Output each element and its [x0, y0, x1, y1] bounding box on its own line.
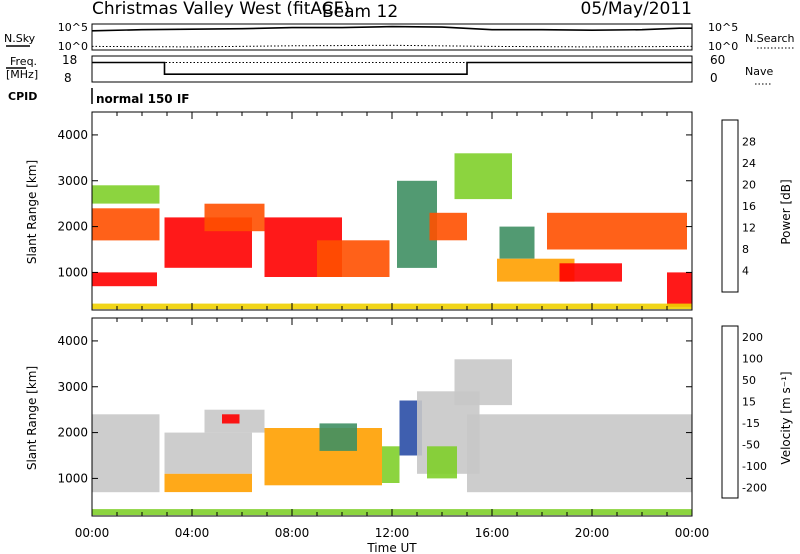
power-region	[497, 258, 575, 282]
velocity-colorbar-tick-label: 200	[742, 331, 763, 344]
velocity-colorbar: 200 100 50 15 -15 -50 -100 -200	[721, 325, 767, 499]
nsearch-line	[91, 44, 693, 48]
power-region	[92, 272, 157, 287]
time-axis-title: Time UT	[366, 541, 417, 554]
velocity-y-tick-label: 1000	[57, 471, 88, 485]
velocity-x-ticks	[91, 318, 693, 516]
power-colorbar-tick-label: 4	[742, 265, 749, 278]
freq-line	[92, 61, 692, 75]
nave-tick-top: 60	[710, 53, 725, 67]
nsearch-tick-top: 10^5	[708, 21, 738, 34]
power-region	[559, 263, 622, 282]
power-y-tick-label: 2000	[57, 220, 88, 234]
velocity-region	[319, 423, 357, 451]
nsky-panel: N.Sky 10^5 10^0 10^5 10^0 N.Search	[4, 21, 795, 53]
velocity-region	[454, 359, 512, 406]
velocity-colorbar-title: Velocity [m s⁻¹]	[779, 371, 793, 464]
power-region	[92, 185, 160, 204]
velocity-y-tick-label: 3000	[57, 380, 88, 394]
freq-label: Freq.	[10, 55, 37, 68]
station-title: Christmas Valley West (fitACF)	[92, 0, 350, 19]
freq-unit-label: [MHz]	[6, 68, 38, 81]
power-colorbar-title: Power [dB]	[779, 179, 793, 244]
power-region	[317, 240, 390, 277]
freq-panel: Freq. [MHz] 18 8 60 0 Nave	[6, 53, 773, 85]
velocity-region	[399, 400, 422, 456]
velocity-y-label: Slant Range [km]	[25, 366, 39, 470]
beam-label: Beam 12	[322, 2, 398, 22]
power-colorbar-tick-label: 20	[742, 179, 756, 192]
velocity-region	[164, 432, 252, 474]
time-tick-label: 00:00	[675, 526, 710, 540]
nsky-tick-bottom: 10^0	[58, 40, 88, 53]
power-region	[429, 212, 467, 241]
velocity-colorbar-tick-label: -100	[742, 460, 767, 473]
time-tick-label: 04:00	[175, 526, 210, 540]
velocity-y-tick-label: 4000	[57, 334, 88, 348]
power-colorbar-tick-label: 16	[742, 200, 756, 213]
velocity-panel: 1000 2000 3000 4000 Slant Range [km] 200 100…	[25, 317, 793, 517]
velocity-colorbar-frame	[721, 325, 739, 499]
cpid-panel: CPID normal 150 IF	[8, 88, 190, 106]
time-tick-label: 16:00	[475, 526, 510, 540]
date-label: 05/May/2011	[581, 0, 693, 19]
power-panel: 1000 2000 3000 4000 Slant Range [km] 4 8 12 16…	[25, 111, 793, 311]
time-axis-labels: 00:00 04:00 08:00 12:00 16:00 20:00 00:00	[75, 526, 710, 540]
cpid-text: normal 150 IF	[96, 92, 190, 106]
power-y-tick-label: 3000	[57, 174, 88, 188]
velocity-region	[427, 446, 457, 479]
time-tick-label: 00:00	[75, 526, 110, 540]
freq-tick-top: 18	[62, 53, 77, 67]
power-colorbar-tick-label: 12	[742, 222, 756, 235]
velocity-region	[92, 414, 160, 493]
cpid-label: CPID	[8, 90, 37, 103]
velocity-region	[382, 446, 400, 483]
velocity-colorbar-tick-label: -15	[742, 417, 760, 430]
time-tick-label: 20:00	[575, 526, 610, 540]
power-x-ticks	[91, 112, 693, 310]
power-y-label: Slant Range [km]	[25, 160, 39, 264]
nsearch-label: N.Search	[745, 32, 795, 45]
time-tick-label: 12:00	[375, 526, 410, 540]
velocity-colorbar-tick-label: -200	[742, 481, 767, 494]
power-colorbar: 4 8 12 16 20 24 28	[721, 119, 756, 293]
velocity-colorbar-tick-label: -50	[742, 438, 760, 451]
power-colorbar-frame	[721, 119, 739, 293]
nave-tick-bottom: 0	[710, 71, 718, 85]
power-region	[204, 203, 265, 232]
velocity-y-axis: 1000 2000 3000 4000	[57, 334, 692, 485]
nsearch-tick-bottom: 10^0	[708, 40, 738, 53]
power-y-tick-label: 4000	[57, 128, 88, 142]
freq-tick-bottom: 8	[64, 71, 72, 85]
power-colorbar-tick-label: 28	[742, 136, 756, 149]
power-colorbar-tick-label: 24	[742, 157, 756, 170]
power-y-axis: 1000 2000 3000 4000	[57, 128, 692, 279]
velocity-colorbar-tick-label: 50	[742, 374, 756, 387]
velocity-region	[467, 414, 692, 493]
power-region	[92, 208, 160, 241]
velocity-region	[164, 473, 252, 493]
power-region	[667, 272, 692, 307]
nsky-label: N.Sky	[4, 32, 36, 45]
power-colorbar-tick-label: 8	[742, 243, 749, 256]
velocity-region	[222, 414, 240, 424]
nsky-line	[91, 25, 692, 32]
velocity-y-tick-label: 2000	[57, 426, 88, 440]
power-y-tick-label: 1000	[57, 265, 88, 279]
power-cells	[92, 153, 692, 310]
velocity-cells	[92, 359, 692, 516]
velocity-colorbar-tick-label: 100	[742, 352, 763, 365]
nave-label: Nave	[745, 65, 773, 78]
velocity-colorbar-tick-label: 15	[742, 395, 756, 408]
time-tick-label: 08:00	[275, 526, 310, 540]
nsky-tick-top: 10^5	[58, 21, 88, 34]
power-region	[499, 226, 535, 259]
power-region	[454, 153, 512, 200]
power-region	[547, 212, 687, 250]
